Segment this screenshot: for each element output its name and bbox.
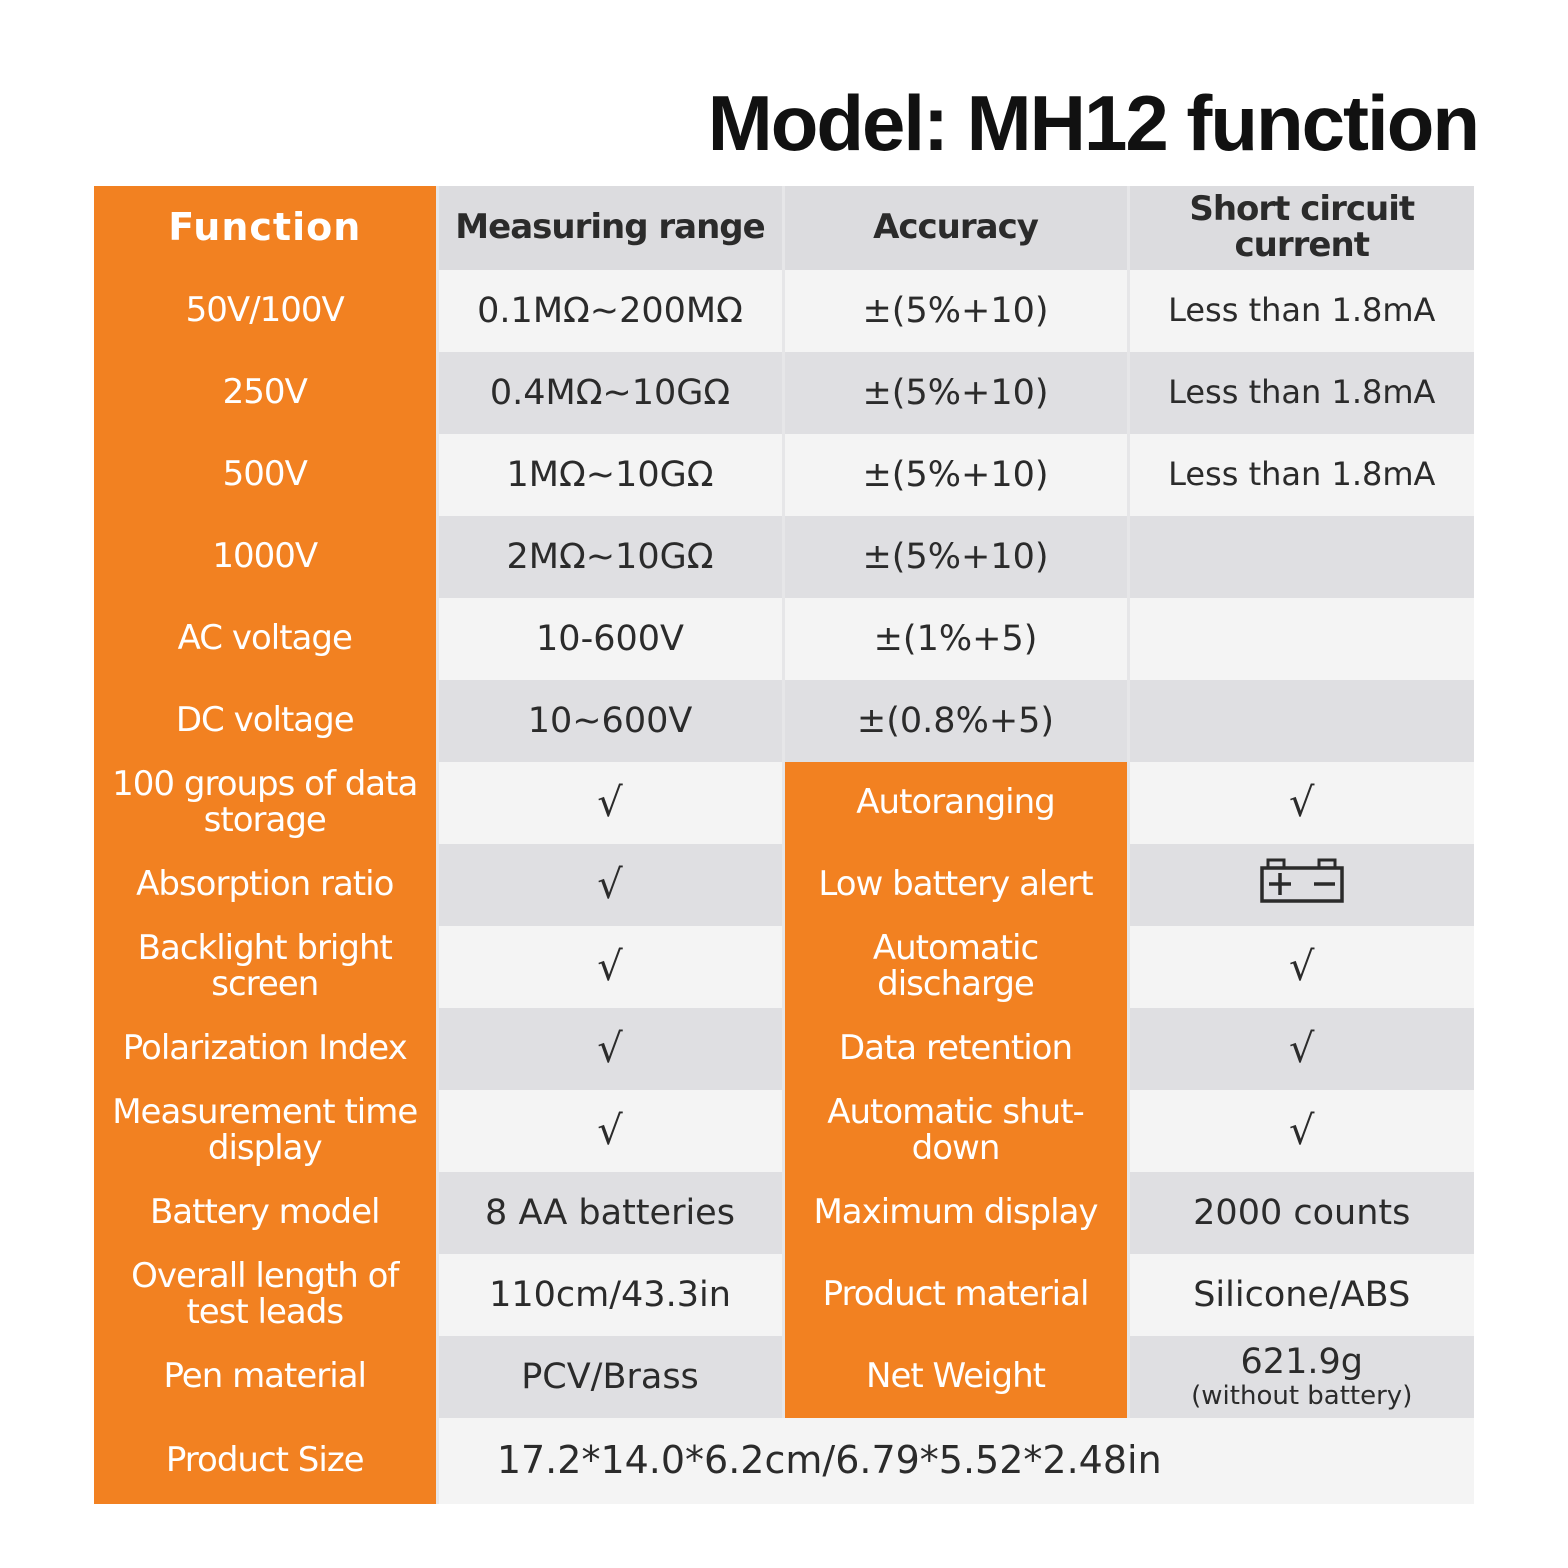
feature-label: Net Weight (781, 1336, 1128, 1418)
range-cell: 0.4MΩ~10GΩ (435, 352, 783, 434)
feature-label: Absorption ratio (94, 844, 437, 926)
current-cell: Less than 1.8mA (1126, 270, 1474, 352)
feature-label: Overall length of test leads (94, 1254, 437, 1336)
check-mark: √ (1126, 926, 1474, 1008)
table-row: DC voltage 10~600V ±(0.8%+5) (94, 680, 1474, 762)
feature-row: Backlight bright screen √ Automatic disc… (94, 926, 1474, 1008)
header-accuracy: Accuracy (781, 186, 1128, 270)
feature-value: 2000 counts (1126, 1172, 1474, 1254)
function-cell: 1000V (94, 516, 437, 598)
table-row: 50V/100V 0.1MΩ~200MΩ ±(5%+10) Less than … (94, 270, 1474, 352)
current-cell (1126, 680, 1474, 762)
table-row: AC voltage 10-600V ±(1%+5) (94, 598, 1474, 680)
range-cell: 2MΩ~10GΩ (435, 516, 783, 598)
accuracy-cell: ±(1%+5) (781, 598, 1128, 680)
range-cell: 0.1MΩ~200MΩ (435, 270, 783, 352)
check-mark: √ (435, 762, 783, 844)
feature-value: PCV/Brass (435, 1336, 783, 1418)
feature-label: Automatic discharge (781, 926, 1128, 1008)
feature-row: Battery model 8 AA batteries Maximum dis… (94, 1172, 1474, 1254)
check-mark: √ (435, 1090, 783, 1172)
spec-table: Function Measuring range Accuracy Short … (94, 186, 1474, 1504)
header-function: Function (94, 186, 437, 270)
page-title: Model: MH12 function (707, 79, 1480, 167)
accuracy-cell: ±(5%+10) (781, 270, 1128, 352)
accuracy-cell: ±(5%+10) (781, 352, 1128, 434)
feature-value: 8 AA batteries (435, 1172, 783, 1254)
accuracy-cell: ±(0.8%+5) (781, 680, 1128, 762)
check-mark: √ (1126, 1090, 1474, 1172)
function-cell: DC voltage (94, 680, 437, 762)
feature-label: Product material (781, 1254, 1128, 1336)
header-measuring-range: Measuring range (435, 186, 783, 270)
feature-value: Silicone/ABS (1126, 1254, 1474, 1336)
net-weight-value: 621.9g (1240, 1341, 1363, 1382)
table-row: 1000V 2MΩ~10GΩ ±(5%+10) (94, 516, 1474, 598)
size-row: Product Size 17.2*14.0*6.2cm/6.79*5.52*2… (94, 1418, 1474, 1504)
function-cell: AC voltage (94, 598, 437, 680)
net-weight-note: (without battery) (1191, 1380, 1413, 1411)
check-mark: √ (435, 1008, 783, 1090)
feature-row: 100 groups of data storage √ Autoranging… (94, 762, 1474, 844)
feature-label: 100 groups of data storage (94, 762, 437, 844)
feature-label: Pen material (94, 1336, 437, 1418)
function-cell: 250V (94, 352, 437, 434)
feature-row: Measurement time display √ Automatic shu… (94, 1090, 1474, 1172)
feature-label: Backlight bright screen (94, 926, 437, 1008)
range-cell: 10~600V (435, 680, 783, 762)
check-mark: √ (435, 926, 783, 1008)
function-cell: 50V/100V (94, 270, 437, 352)
current-cell: Less than 1.8mA (1126, 434, 1474, 516)
check-mark: √ (1126, 1008, 1474, 1090)
header-short-circuit-current: Short circuit current (1126, 186, 1474, 270)
battery-icon (1259, 858, 1345, 912)
feature-label: Polarization Index (94, 1008, 437, 1090)
current-cell (1126, 598, 1474, 680)
feature-label: Measurement time display (94, 1090, 437, 1172)
feature-label: Battery model (94, 1172, 437, 1254)
size-value: 17.2*14.0*6.2cm/6.79*5.52*2.48in (435, 1418, 1474, 1504)
feature-row: Polarization Index √ Data retention √ (94, 1008, 1474, 1090)
net-weight-cell: 621.9g (without battery) (1126, 1336, 1474, 1418)
range-cell: 1MΩ~10GΩ (435, 434, 783, 516)
feature-value: 110cm/43.3in (435, 1254, 783, 1336)
check-mark: √ (1126, 762, 1474, 844)
feature-row: Absorption ratio √ Low battery alert (94, 844, 1474, 926)
table-row: 250V 0.4MΩ~10GΩ ±(5%+10) Less than 1.8mA (94, 352, 1474, 434)
check-mark: √ (435, 844, 783, 926)
header-row: Function Measuring range Accuracy Short … (94, 186, 1474, 270)
feature-label: Low battery alert (781, 844, 1128, 926)
current-cell: Less than 1.8mA (1126, 352, 1474, 434)
current-cell (1126, 516, 1474, 598)
accuracy-cell: ±(5%+10) (781, 434, 1128, 516)
feature-label: Autoranging (781, 762, 1128, 844)
accuracy-cell: ±(5%+10) (781, 516, 1128, 598)
feature-label: Automatic shut-down (781, 1090, 1128, 1172)
feature-label: Data retention (781, 1008, 1128, 1090)
function-cell: 500V (94, 434, 437, 516)
range-cell: 10-600V (435, 598, 783, 680)
feature-label: Maximum display (781, 1172, 1128, 1254)
feature-row: Overall length of test leads 110cm/43.3i… (94, 1254, 1474, 1336)
feature-row: Pen material PCV/Brass Net Weight 621.9g… (94, 1336, 1474, 1418)
battery-cell (1126, 844, 1474, 926)
table-row: 500V 1MΩ~10GΩ ±(5%+10) Less than 1.8mA (94, 434, 1474, 516)
size-label: Product Size (94, 1418, 437, 1504)
